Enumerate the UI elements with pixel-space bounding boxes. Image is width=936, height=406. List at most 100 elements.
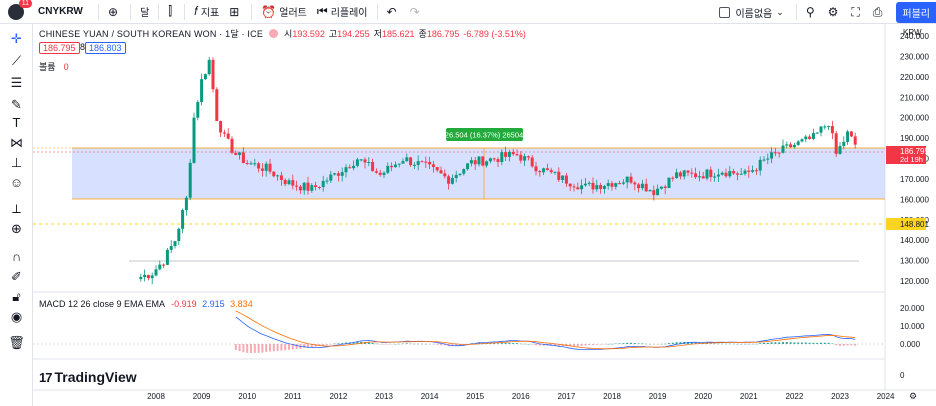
macd-hist-bar: [580, 344, 583, 346]
magnet-icon[interactable]: ∩: [11, 249, 22, 264]
candle-body: [819, 126, 823, 133]
candle-body: [758, 159, 762, 171]
redo-button[interactable]: ↷: [405, 1, 428, 23]
candle-body: [253, 163, 257, 165]
candle-body: [595, 185, 599, 190]
replay-button[interactable]: ⏮ 리플레이: [312, 1, 373, 23]
layout-checkbox[interactable]: [719, 6, 731, 18]
candle-body: [500, 152, 504, 163]
candle-body: [724, 172, 728, 177]
ask-price-button[interactable]: 186.803: [85, 42, 126, 54]
emoji-icon[interactable]: ☺: [9, 175, 24, 190]
symbol-search-button[interactable]: CNYKRW: [38, 6, 83, 17]
candle-body: [234, 152, 238, 155]
prediction-icon[interactable]: ⊥: [10, 155, 23, 170]
series-title[interactable]: CHINESE YUAN / SOUTH KOREAN WON · 1달 · I…: [39, 29, 264, 39]
publish-button[interactable]: 퍼블리: [896, 1, 936, 23]
tradingview-logo[interactable]: 17 TradingView: [39, 369, 137, 385]
candle-body: [770, 152, 774, 159]
price-range-rectangle[interactable]: [72, 148, 885, 199]
ohlc-change: -6.789 (-3.51%): [463, 28, 526, 39]
crosshair-icon[interactable]: ✛: [11, 31, 22, 46]
time-axis-tick: 2017: [558, 392, 576, 401]
tradingview-logo-text: TradingView: [54, 369, 137, 385]
candle-body: [162, 264, 166, 266]
macd-hist-bar: [542, 344, 545, 346]
settings-button[interactable]: ⚙: [823, 1, 847, 23]
lock-icon[interactable]: 🔓︎: [12, 289, 21, 304]
macd-hist-bar: [588, 344, 591, 346]
macd-hist-bar: [436, 344, 439, 345]
candle-body: [842, 141, 846, 147]
compare-button[interactable]: ⊕: [103, 1, 126, 23]
indicators-button[interactable]: 𝑓 지표: [189, 1, 224, 23]
quick-search-button[interactable]: ⚲: [801, 1, 823, 23]
macd-hist-bar: [367, 342, 370, 344]
interval-button[interactable]: 달: [140, 8, 150, 19]
candle-body: [298, 186, 302, 191]
undo-button[interactable]: ↶: [382, 1, 405, 23]
notification-badge: 11: [18, 0, 32, 8]
candle-body: [781, 145, 785, 153]
candle-body: [504, 152, 508, 157]
bid-price-button[interactable]: 186.795: [39, 42, 80, 54]
candle-body: [219, 120, 223, 133]
candle-body: [177, 228, 181, 242]
macd-hist-bar: [671, 342, 674, 344]
layout-button[interactable]: ⊞: [224, 1, 247, 23]
candle-body: [314, 185, 318, 188]
eye-icon[interactable]: ◉: [10, 309, 23, 324]
alert-button[interactable]: ⏰ 얼러트: [256, 1, 312, 23]
candle-body: [492, 158, 496, 160]
candlestick-series: [139, 56, 857, 285]
macd-hist-bar: [405, 343, 408, 344]
price-axis-tick: 240.000: [900, 32, 929, 41]
macd-hist-bar: [261, 344, 264, 353]
currency-label[interactable]: KRW: [903, 28, 922, 37]
lock-drawing-icon[interactable]: ✐: [11, 269, 22, 284]
candle-body: [382, 172, 386, 175]
zoom-in-icon[interactable]: ⊕: [11, 221, 22, 236]
candle-body: [659, 186, 663, 189]
fib-icon[interactable]: ☰: [10, 75, 23, 90]
fullscreen-button[interactable]: ⛶: [846, 1, 867, 23]
macd-hist-bar: [280, 344, 283, 351]
chart-type-button[interactable]: ⫿: [163, 1, 180, 23]
macd-hist-bar: [307, 344, 309, 348]
candle-body: [226, 133, 230, 139]
time-axis-settings-icon[interactable]: ⚙: [909, 391, 917, 401]
candle-body: [583, 183, 587, 186]
candle-body: [211, 59, 215, 90]
chart-area[interactable]: 26.504 (16.37%) 26504 KRW ⌄ 240.000 230.0…: [33, 24, 936, 406]
chart-canvas[interactable]: 26.504 (16.37%) 26504 KRW ⌄ 240.000 230.0…: [33, 24, 936, 406]
candle-body: [344, 167, 348, 173]
user-avatar[interactable]: 11: [8, 0, 32, 20]
layout-name-button[interactable]: 이름없음 ⌄: [714, 1, 791, 23]
pattern-icon[interactable]: ⋈: [10, 135, 23, 150]
candle-body: [773, 152, 777, 154]
price-axis-tick: 170.000: [900, 175, 929, 184]
volume-legend: 볼륨 0: [39, 62, 69, 72]
brush-icon[interactable]: ✎: [11, 97, 22, 112]
macd-hist-bar: [808, 342, 811, 344]
candle-body: [549, 170, 553, 173]
trash-icon[interactable]: 🗑︎: [8, 335, 25, 350]
candle-body: [481, 156, 485, 166]
price-axis-tick: 160.000: [900, 195, 929, 204]
candle-body: [545, 168, 549, 171]
screenshot-button[interactable]: ⎙: [868, 1, 891, 23]
macd-title[interactable]: MACD 12 26 close 9 EMA EMA: [39, 299, 165, 309]
candle-body: [150, 275, 154, 279]
candle-body: [496, 159, 500, 163]
market-status-dot[interactable]: [269, 29, 279, 38]
macd-hist-bar: [478, 342, 480, 344]
time-axis-tick: 2019: [649, 392, 667, 401]
candle-body: [450, 177, 454, 184]
ruler-icon[interactable]: ⟂: [12, 201, 21, 216]
text-icon[interactable]: T: [12, 115, 21, 130]
time-axis-tick: 2023: [831, 392, 849, 401]
macd-hist-bar: [356, 341, 359, 344]
macd-hist-bar: [630, 342, 632, 344]
trend-line-icon[interactable]: ⟋: [11, 53, 22, 68]
candle-body: [260, 168, 264, 171]
